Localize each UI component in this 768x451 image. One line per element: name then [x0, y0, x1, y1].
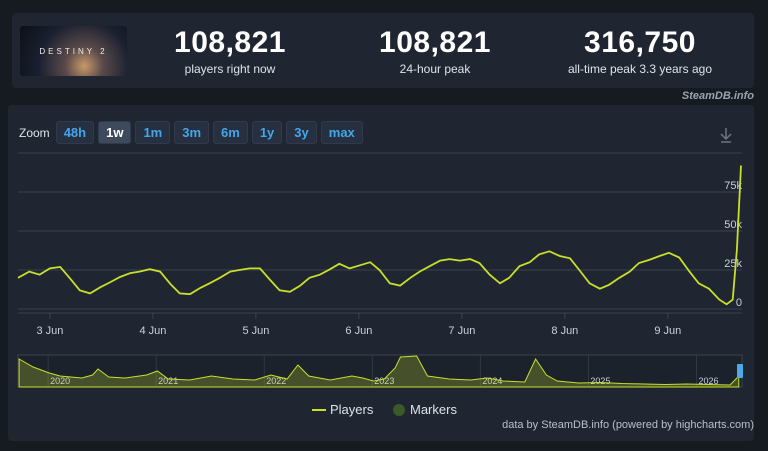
stat-value: 316,750: [584, 26, 696, 59]
navigator-area: [18, 355, 740, 388]
zoom-label: Zoom: [19, 125, 50, 140]
zoom-button[interactable]: 6m: [213, 121, 248, 144]
y-tick-label: 75k: [724, 180, 742, 192]
x-tick-label: 8 Jun: [551, 325, 578, 337]
x-tick-label: 3 Jun: [36, 325, 63, 337]
zoom-button[interactable]: 3y: [286, 121, 317, 144]
y-tick-label: 25k: [724, 258, 742, 270]
download-icon[interactable]: [720, 128, 732, 143]
legend-symbol: [393, 404, 405, 416]
y-tick-label: 50k: [724, 219, 742, 231]
navigator-frame: [17, 354, 743, 388]
footer: data by SteamDB.info (powered by highcha…: [502, 419, 754, 431]
stats-panel: DESTINY 2: [12, 13, 754, 88]
legend-label: Players: [330, 402, 374, 417]
stat-value: 108,821: [174, 26, 286, 59]
navigator-handle: [737, 364, 743, 378]
stat: 316,750 all-time peak 3.3 years ago: [540, 26, 740, 76]
x-tick-label: 5 Jun: [242, 325, 269, 337]
stat-label: all-time peak 3.3 years ago: [567, 62, 713, 76]
stat: 108,821 players right now: [130, 26, 330, 76]
y-tick-label: 0: [736, 297, 742, 309]
zoom-button[interactable]: 48h: [55, 121, 95, 144]
zoom-button[interactable]: 1w: [98, 121, 132, 144]
game-logo: DESTINY 2: [39, 46, 108, 56]
x-tick-label: 7 Jun: [448, 325, 475, 337]
zoom-button[interactable]: 3m: [174, 121, 210, 144]
x-tick-label: 9 Jun: [654, 325, 681, 337]
zoom-bar: Zoom 48h 1w 1m 3m 6m 1y 3y max: [19, 121, 367, 144]
stat-label: players right now: [184, 62, 276, 76]
navigator-tick-label: 2022: [266, 376, 286, 386]
navigator-tick-label: 2023: [374, 376, 394, 386]
x-tick-label: 4 Jun: [139, 325, 166, 337]
navigator-tick-label: 2021: [158, 376, 178, 386]
stat-label: 24-hour peak: [399, 62, 471, 76]
zoom-button[interactable]: max: [320, 121, 363, 144]
x-tick-label: 6 Jun: [345, 325, 372, 337]
source[interactable]: SteamDB.info: [681, 90, 754, 102]
navigator-tick-label: 2026: [698, 376, 718, 386]
zoom-button[interactable]: 1m: [135, 121, 171, 144]
navigator-tick-label: 2020: [50, 376, 70, 386]
zoom-button[interactable]: 1y: [251, 121, 283, 144]
series-line: [17, 165, 742, 306]
navigator-tick-label: 2024: [482, 376, 502, 386]
navigator-tick-label: 2025: [590, 376, 610, 386]
stat: 108,821 24-hour peak: [335, 26, 535, 76]
stat-value: 108,821: [379, 26, 491, 59]
game-thumbnail: DESTINY 2: [20, 26, 127, 76]
legend-label: Markers: [410, 402, 457, 417]
